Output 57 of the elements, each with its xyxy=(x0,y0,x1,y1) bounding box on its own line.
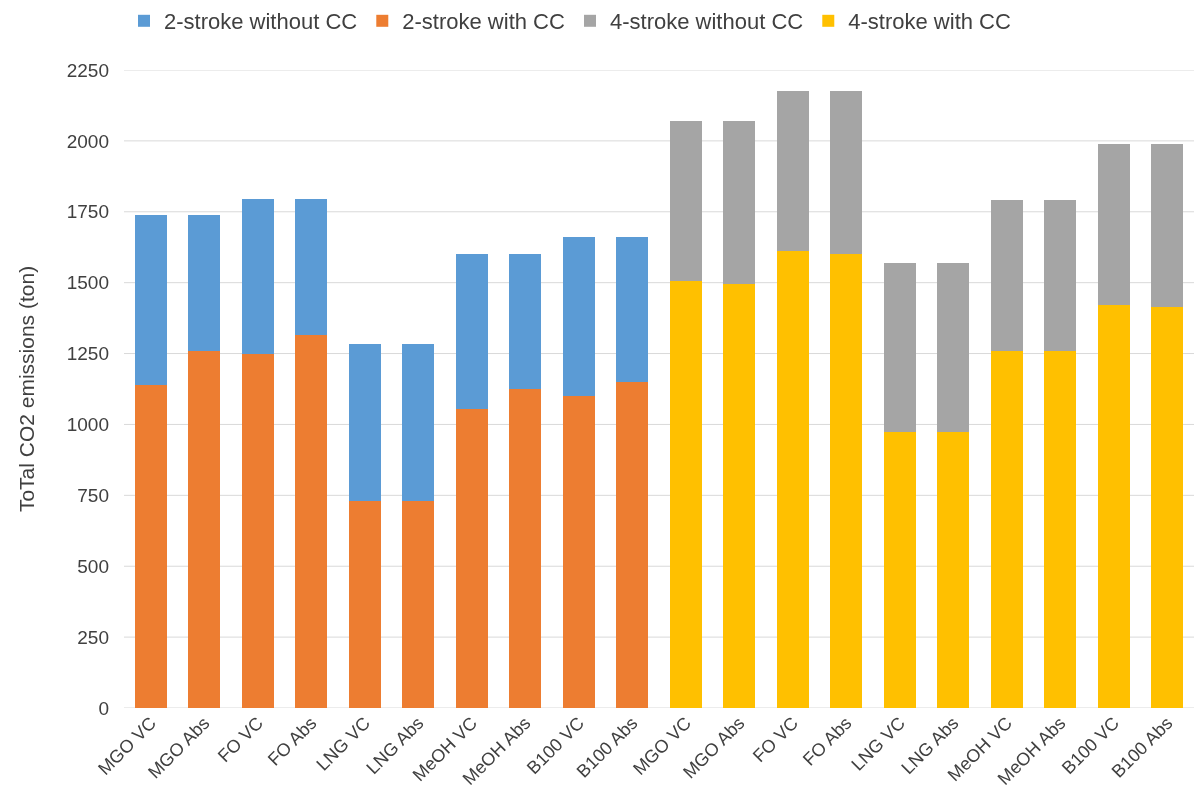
y-tick-label: 750 xyxy=(77,484,109,506)
bar xyxy=(455,254,488,409)
bar xyxy=(1097,143,1130,306)
bar xyxy=(937,262,970,432)
bar xyxy=(723,284,756,708)
bar xyxy=(295,199,328,336)
bar xyxy=(455,408,488,708)
x-tick-label: FO VC xyxy=(748,713,802,767)
bar xyxy=(562,396,595,708)
y-tick-label: 500 xyxy=(77,555,109,577)
bar xyxy=(402,501,435,708)
bar xyxy=(241,199,274,354)
y-tick-label: 250 xyxy=(77,626,109,648)
y-tick-label: 0 xyxy=(98,697,109,719)
bar xyxy=(776,91,809,252)
bar xyxy=(295,335,328,708)
bar xyxy=(616,381,649,708)
bar xyxy=(1151,306,1184,708)
bar xyxy=(1044,200,1077,351)
bar xyxy=(188,214,221,351)
bar xyxy=(776,251,809,708)
y-tick-label: 1750 xyxy=(66,201,109,223)
bar xyxy=(509,254,542,389)
bar xyxy=(134,384,167,708)
bar xyxy=(723,121,756,285)
legend-label: 4-stroke without CC xyxy=(610,9,804,35)
bar xyxy=(1151,143,1184,307)
bar xyxy=(883,431,916,708)
bar xyxy=(669,121,702,282)
bar xyxy=(348,343,381,501)
y-tick-label: 1500 xyxy=(66,272,109,294)
bar xyxy=(402,343,435,501)
bar xyxy=(509,389,542,708)
bar xyxy=(616,237,649,382)
bar xyxy=(883,262,916,432)
legend-label: 2-stroke with CC xyxy=(402,9,565,35)
bar xyxy=(562,237,595,397)
y-tick-label: 1000 xyxy=(66,414,109,436)
bar xyxy=(669,281,702,708)
bar xyxy=(188,350,221,708)
bar xyxy=(241,353,274,708)
y-tick-label: 2250 xyxy=(66,59,109,81)
bar xyxy=(830,254,863,708)
legend-label: 4-stroke with CC xyxy=(848,9,1011,35)
bar xyxy=(1044,350,1077,708)
legend-label: 2-stroke without CC xyxy=(164,9,358,35)
y-tick-label: 2000 xyxy=(66,130,109,152)
bar xyxy=(830,91,863,255)
bar xyxy=(990,200,1023,351)
bar xyxy=(990,350,1023,708)
bar xyxy=(937,431,970,708)
y-tick-label: 1250 xyxy=(66,343,109,365)
bar xyxy=(134,214,167,385)
y-axis-title: ToTal CO2 emissions (ton) xyxy=(14,265,38,513)
x-tick-label: FO VC xyxy=(213,713,267,767)
bar xyxy=(1097,305,1130,708)
bar xyxy=(348,501,381,708)
